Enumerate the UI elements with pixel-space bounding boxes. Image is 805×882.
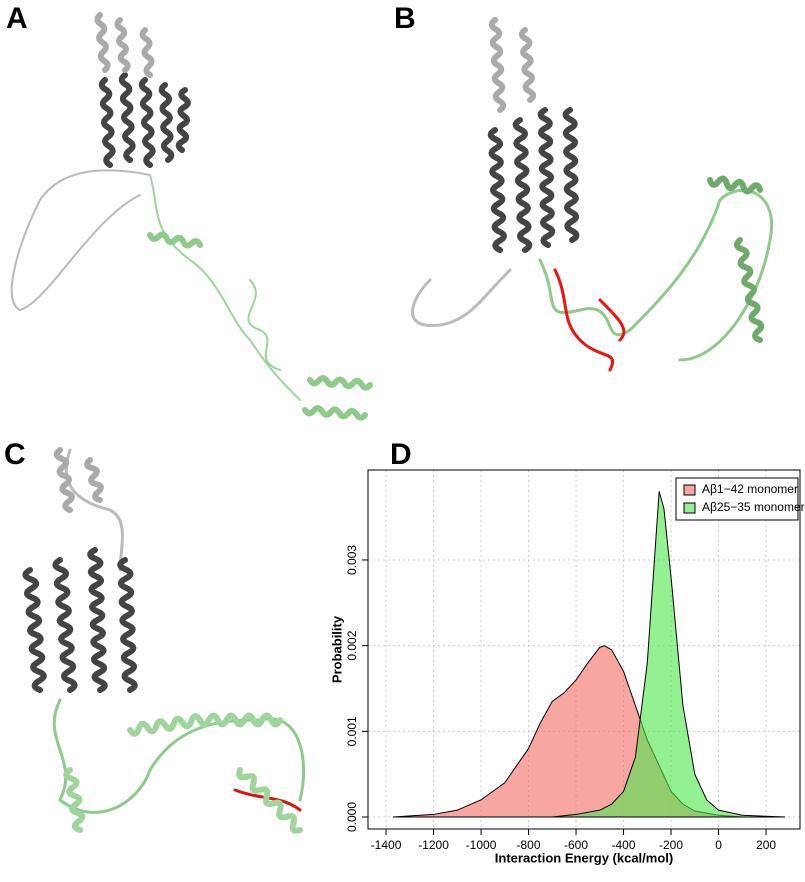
helix <box>127 713 203 737</box>
helix <box>94 12 111 73</box>
loop <box>10 169 151 312</box>
helix <box>118 72 136 163</box>
helix <box>84 457 104 503</box>
x-tick-label: -1000 <box>466 838 497 852</box>
x-tick-label: -1200 <box>418 838 449 852</box>
y-tick-label: 0.003 <box>345 545 359 575</box>
y-tick-label: 0.002 <box>345 630 359 660</box>
helix <box>488 17 507 113</box>
x-tick-label: -200 <box>659 838 683 852</box>
panel-label: D <box>390 438 412 471</box>
helix <box>158 82 175 163</box>
legend-label: Aβ1−42 monomer <box>702 482 798 496</box>
density-chart: -1400 -1200 -1000 -800 -600 -400 -200 0 200 0.000… <box>329 469 805 865</box>
loop <box>411 268 512 328</box>
panel-label: C <box>4 438 26 471</box>
helix <box>236 767 303 834</box>
helix <box>147 231 203 249</box>
x-tick-label: 0 <box>715 838 722 852</box>
y-axis-label: Probability <box>329 615 344 683</box>
loop <box>52 698 306 814</box>
plot-frame <box>367 469 801 830</box>
helix <box>53 447 75 513</box>
loop <box>538 189 774 362</box>
helix <box>307 375 373 391</box>
helix <box>733 237 765 343</box>
helix <box>138 77 156 168</box>
y-tick-label: 0.001 <box>345 716 359 746</box>
x-tick-label: -800 <box>517 838 541 852</box>
helix <box>302 405 368 421</box>
x-tick-label: -400 <box>612 838 636 852</box>
helix <box>707 175 763 195</box>
helix <box>197 712 283 728</box>
helix <box>87 547 108 693</box>
loop <box>247 279 281 371</box>
legend-box <box>675 477 799 521</box>
helix <box>52 557 78 693</box>
legend-swatch <box>683 502 696 514</box>
helix <box>487 127 507 253</box>
protein-structures <box>10 12 774 834</box>
loop <box>64 448 124 572</box>
y-tick-label: 0.000 <box>345 802 359 832</box>
x-tick-label: -600 <box>564 838 588 852</box>
loop <box>149 174 301 401</box>
helix <box>117 557 138 693</box>
helix <box>114 17 131 73</box>
helix <box>139 27 155 78</box>
panel-label: B <box>394 2 416 35</box>
density-area <box>393 491 786 818</box>
legend-swatch <box>683 484 696 496</box>
x-axis-label: Interaction Energy (kcal/mol) <box>495 850 673 865</box>
density-area <box>393 645 786 818</box>
helix <box>512 117 533 253</box>
legend-label: Aβ25−35 monomer <box>702 500 805 514</box>
helix <box>63 767 86 833</box>
helix <box>562 107 580 243</box>
helix <box>22 567 47 693</box>
helix <box>518 27 537 103</box>
loop <box>553 268 626 372</box>
helix <box>175 87 191 153</box>
x-tick-label: 200 <box>756 838 776 852</box>
helix <box>537 107 556 248</box>
panel-label: A <box>6 2 28 35</box>
x-tick-label: -1400 <box>371 838 402 852</box>
helix <box>98 77 116 168</box>
